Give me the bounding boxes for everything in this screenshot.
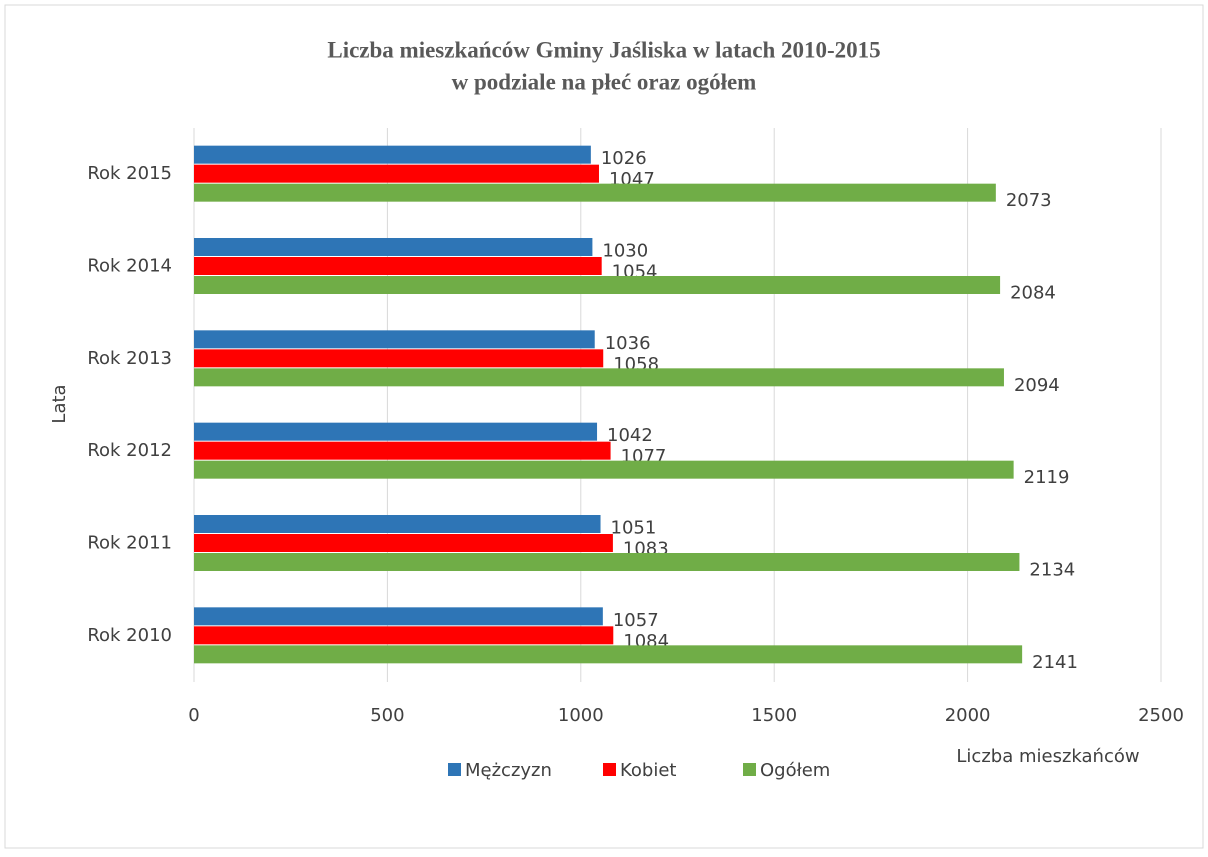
data-label: 2084 [1010, 283, 1056, 304]
x-tick-label: 1500 [751, 705, 797, 726]
legend-label: Mężczyzn [465, 760, 552, 781]
data-label: 2073 [1006, 190, 1052, 211]
legend-label: Ogółem [760, 760, 830, 781]
data-label: 1057 [613, 610, 659, 631]
x-tick-label: 500 [370, 705, 404, 726]
bar [194, 553, 1020, 571]
bar [194, 460, 1014, 479]
legend-label: Kobiet [620, 760, 676, 781]
data-label: 1036 [605, 333, 651, 354]
legend-swatch [743, 763, 756, 776]
bar [194, 368, 1004, 387]
bar [194, 164, 599, 183]
bar [194, 626, 614, 645]
bar [194, 330, 595, 349]
data-label: 1030 [602, 241, 648, 262]
y-tick-label: Rok 2012 [87, 440, 172, 461]
chart-subtitle: w podziale na płeć oraz ogółem [452, 69, 757, 94]
bar [194, 607, 603, 626]
bar [194, 422, 598, 441]
bar [194, 276, 1001, 294]
y-tick-label: Rok 2013 [87, 348, 172, 369]
bar [194, 349, 604, 368]
data-label: 2094 [1014, 375, 1060, 396]
y-axis-label: Lata [49, 384, 70, 423]
data-label: 2141 [1032, 652, 1078, 673]
legend-swatch [603, 763, 616, 776]
data-label: 2134 [1029, 560, 1075, 581]
legend-swatch [448, 763, 461, 776]
bar [194, 515, 601, 533]
chart-title: Liczba mieszkańców Gminy Jaśliska w lata… [327, 37, 880, 62]
y-tick-label: Rok 2015 [87, 163, 172, 184]
data-label: 1026 [601, 148, 647, 169]
bar [194, 645, 1023, 664]
y-tick-label: Rok 2014 [87, 256, 172, 277]
y-tick-label: Rok 2011 [87, 533, 172, 554]
bar [194, 534, 613, 552]
data-label: 1051 [611, 518, 657, 539]
x-tick-label: 1000 [558, 705, 604, 726]
x-tick-label: 2000 [945, 705, 991, 726]
bar [194, 238, 593, 256]
bar [194, 257, 602, 275]
data-label: 1042 [607, 425, 653, 446]
bar [194, 183, 996, 202]
chart-border [4, 4, 1204, 849]
bar [194, 441, 611, 460]
data-label: 2119 [1024, 467, 1070, 488]
x-tick-label: 2500 [1138, 705, 1184, 726]
x-axis-label: Liczba mieszkańców [956, 746, 1139, 767]
x-tick-label: 0 [188, 705, 199, 726]
y-tick-label: Rok 2010 [87, 625, 172, 646]
bar [194, 145, 591, 164]
